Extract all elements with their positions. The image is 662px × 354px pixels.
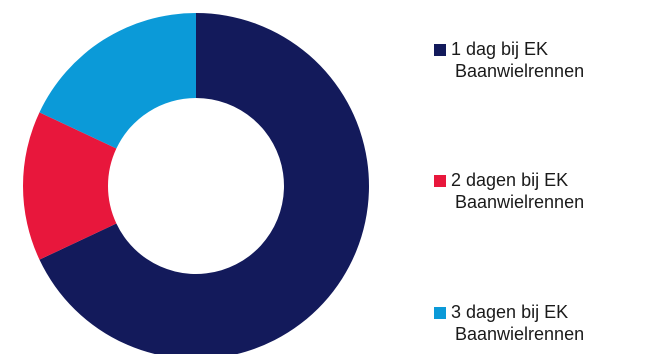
legend-label-3-dagen-line2: Baanwielrennen	[455, 324, 585, 344]
legend-item-3-dagen: 3 dagen bij EK Baanwielrennen	[434, 301, 662, 345]
legend-label-1-dag-line2: Baanwielrennen	[455, 61, 585, 81]
legend-label-2-dagen-line1: 2 dagen bij EK	[451, 170, 569, 190]
legend-item-2-dagen: 2 dagen bij EK Baanwielrennen	[434, 169, 662, 213]
donut-slice-1	[39, 13, 369, 354]
legend-swatch-2-dagen	[434, 175, 446, 187]
legend-label-2-dagen-line2: Baanwielrennen	[455, 192, 585, 212]
legend-label-3-dagen-line1: 3 dagen bij EK	[451, 302, 569, 322]
legend-swatch-1-dag	[434, 44, 446, 56]
donut-slice-3	[39, 13, 196, 149]
donut-slice-2	[22, 112, 117, 260]
legend-item-1-dag: 1 dag bij EK Baanwielrennen	[434, 38, 662, 82]
legend-swatch-3-dagen	[434, 307, 446, 319]
donut-chart	[22, 13, 369, 354]
legend-label-1-dag-line1: 1 dag bij EK	[451, 39, 549, 59]
